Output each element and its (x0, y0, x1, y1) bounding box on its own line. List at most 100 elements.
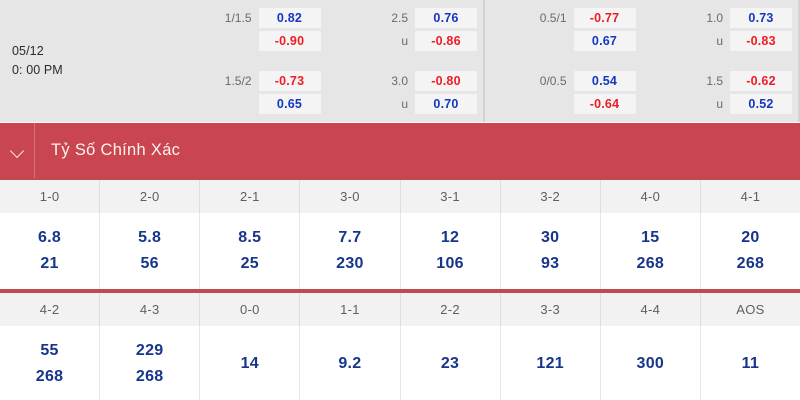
score-column-header: 4-0 (599, 180, 700, 213)
odds-block: 1.5/2 -0.73 0.65 (176, 71, 321, 114)
odds-row: u 0.70 (333, 94, 477, 114)
score-odds-value[interactable]: 268 (736, 255, 765, 272)
odds-value-button[interactable]: -0.73 (258, 71, 321, 91)
odds-groups: 1/1.5 0.82 -0.90 1.5/2 -0.73 0.65 2.5 0.76 u -0.8… (170, 0, 798, 122)
odds-value-button[interactable]: -0.77 (573, 8, 636, 28)
section-title: Tỷ Số Chính Xác (51, 141, 181, 159)
score-odds-value[interactable]: 5.8 (138, 229, 162, 246)
score-cell[interactable]: 30 93 (499, 213, 600, 289)
odds-line-label: u (401, 34, 408, 48)
score-odds-value[interactable]: 230 (336, 255, 364, 272)
score-odds-value[interactable]: 7.7 (338, 229, 362, 246)
odds-value-button[interactable]: -0.80 (415, 71, 477, 91)
score-odds-value[interactable]: 8.5 (238, 229, 262, 246)
score-odds-value[interactable]: 15 (641, 229, 660, 246)
odds-value-button[interactable]: -0.62 (730, 71, 792, 91)
score-cell[interactable]: 8.5 25 (199, 213, 299, 289)
total-column: 2.5 0.76 u -0.86 3.0 -0.80 u 0.70 (327, 8, 484, 114)
odds-value-button[interactable]: 0.70 (415, 94, 477, 114)
score-cell[interactable]: 55 268 (0, 326, 99, 400)
score-odds-value[interactable]: 106 (436, 255, 464, 272)
score-odds-value[interactable]: 9.2 (338, 355, 362, 372)
score-cell[interactable]: 20 268 (699, 213, 800, 289)
half-handicap-group: 0.5/1 -0.77 0.67 0/0.5 0.54 -0.64 1.0 0.73 u -0.8… (483, 0, 798, 122)
score-odds-value[interactable]: 20 (741, 229, 760, 246)
odds-line-label: u (401, 97, 408, 111)
odds-value-button[interactable]: 0.73 (730, 8, 792, 28)
odds-value-button[interactable]: 0.67 (573, 31, 636, 51)
score-cell[interactable]: 121 (499, 326, 600, 400)
score-block: 1-0 2-0 2-1 3-0 3-1 3-2 4-0 4-1 6.8 21 5.8 56 8.5 25 7… (0, 178, 800, 291)
score-odds-value[interactable]: 14 (240, 355, 260, 372)
score-grid: 1-0 2-0 2-1 3-0 3-1 3-2 4-0 4-1 6.8 21 5.8 56 8.5 25 7… (0, 178, 800, 400)
score-cell[interactable]: 5.8 56 (99, 213, 199, 289)
odds-line-label: 1.5 (706, 74, 723, 88)
score-odds-value[interactable]: 6.8 (37, 229, 62, 246)
score-odds-value[interactable]: 21 (40, 255, 59, 272)
score-odds-value[interactable]: 56 (140, 255, 159, 272)
score-cell[interactable]: 12 106 (399, 213, 500, 289)
score-column-header: 4-3 (99, 293, 199, 326)
odds-value-button[interactable]: 0.76 (415, 8, 477, 28)
score-odds-value[interactable]: 229 (135, 342, 164, 359)
score-cell[interactable]: 15 268 (599, 213, 700, 289)
score-odds-value[interactable]: 300 (636, 355, 665, 372)
odds-row: 0.65 (176, 94, 321, 114)
odds-row: 2.5 0.76 (333, 8, 477, 28)
odds-row: u -0.86 (333, 31, 477, 51)
score-cell[interactable]: 14 (199, 326, 299, 400)
odds-block: 3.0 -0.80 u 0.70 (333, 71, 477, 114)
score-column-header: 0-0 (199, 293, 299, 326)
score-odds-value[interactable]: 121 (536, 355, 564, 372)
score-odds-value[interactable]: 268 (35, 368, 64, 385)
odds-line-label: 1/1.5 (224, 11, 252, 25)
score-odds-value[interactable]: 268 (135, 368, 164, 385)
odds-row: -0.90 (176, 31, 321, 51)
score-cell[interactable]: 300 (599, 326, 700, 400)
score-cell[interactable]: 7.7 230 (299, 213, 399, 289)
score-odds-value[interactable]: 55 (40, 342, 59, 359)
score-column-header: 4-2 (39, 302, 60, 317)
score-cell[interactable]: 23 (399, 326, 500, 400)
odds-value-button[interactable]: -0.90 (258, 31, 321, 51)
odds-value-button[interactable]: -0.86 (415, 31, 477, 51)
odds-block: 2.5 0.76 u -0.86 (333, 8, 477, 51)
score-odds-value[interactable]: 23 (440, 355, 460, 372)
odds-value-button[interactable]: -0.64 (573, 94, 636, 114)
odds-line-label: 3.0 (391, 74, 408, 88)
odds-row: 3.0 -0.80 (333, 71, 477, 91)
score-odds-value[interactable]: 30 (540, 229, 560, 246)
odds-row: -0.64 (491, 94, 636, 114)
score-cell[interactable]: 229 268 (99, 326, 199, 400)
odds-row: 1.0 0.73 (648, 8, 792, 28)
score-cell[interactable]: 9.2 (299, 326, 399, 400)
odds-panel: 05/12 0: 00 PM 1/1.5 0.82 -0.90 1.5/2 -0.73 0… (0, 0, 800, 122)
odds-row: 1.5 -0.62 (648, 71, 792, 91)
score-odds-value[interactable]: 25 (240, 255, 260, 272)
odds-value-button[interactable]: -0.83 (730, 31, 792, 51)
score-value-row: 6.8 21 5.8 56 8.5 25 7.7 230 12 106 30 93 15 268 20 268 (0, 213, 800, 289)
odds-value-button[interactable]: 0.54 (573, 71, 636, 91)
score-cell[interactable]: 6.8 21 (0, 213, 99, 289)
score-odds-value[interactable]: 93 (540, 255, 560, 272)
chevron-down-icon (11, 144, 24, 157)
odds-value-button[interactable]: 0.52 (730, 94, 792, 114)
odds-value-button[interactable]: 0.65 (258, 94, 321, 114)
match-datetime: 05/12 0: 00 PM (0, 0, 170, 122)
score-header-row: 4-2 4-3 0-0 1-1 2-2 3-3 4-4 AOS (0, 293, 800, 326)
odds-value-button[interactable]: 0.82 (258, 8, 321, 28)
score-value-row: 55 268 229 268 14 9.2 23 121 300 11 (0, 326, 800, 400)
score-odds-value[interactable]: 12 (440, 229, 460, 246)
section-collapse-toggle[interactable] (0, 123, 35, 178)
score-column-header: 2-1 (199, 180, 299, 213)
score-column-header: 1-1 (299, 293, 399, 326)
score-cell[interactable]: 11 (699, 326, 800, 400)
section-header-correct-score[interactable]: Tỷ Số Chính Xác (0, 122, 800, 178)
score-odds-value[interactable]: 268 (636, 255, 665, 272)
odds-line-label: 2.5 (391, 11, 408, 25)
score-column-header: 3-2 (499, 180, 600, 213)
score-odds-value[interactable]: 11 (741, 355, 760, 372)
odds-block: 1.0 0.73 u -0.83 (648, 8, 792, 51)
handicap-column: 1/1.5 0.82 -0.90 1.5/2 -0.73 0.65 (170, 8, 327, 114)
